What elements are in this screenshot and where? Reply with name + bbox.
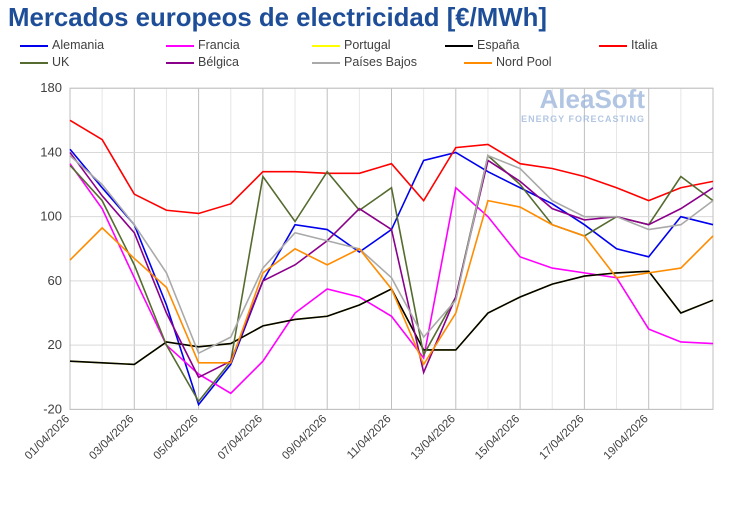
svg-text:-20: -20 — [43, 401, 62, 416]
svg-text:07/04/2026: 07/04/2026 — [216, 413, 265, 462]
svg-text:20: 20 — [48, 337, 62, 352]
svg-text:17/04/2026: 17/04/2026 — [537, 413, 586, 462]
svg-text:11/04/2026: 11/04/2026 — [345, 413, 394, 462]
svg-text:AleaSoft: AleaSoft — [540, 84, 646, 114]
svg-text:180: 180 — [40, 80, 62, 95]
svg-text:19/04/2026: 19/04/2026 — [602, 413, 651, 462]
svg-text:15/04/2026: 15/04/2026 — [473, 413, 522, 462]
svg-text:03/04/2026: 03/04/2026 — [87, 413, 136, 462]
svg-text:ENERGY FORECASTING: ENERGY FORECASTING — [521, 114, 645, 124]
svg-text:100: 100 — [40, 209, 62, 224]
svg-text:01/04/2026: 01/04/2026 — [23, 413, 72, 462]
svg-text:140: 140 — [40, 144, 62, 159]
svg-text:13/04/2026: 13/04/2026 — [409, 413, 458, 462]
svg-text:60: 60 — [48, 273, 62, 288]
svg-text:05/04/2026: 05/04/2026 — [152, 413, 201, 462]
svg-text:09/04/2026: 09/04/2026 — [280, 413, 329, 462]
